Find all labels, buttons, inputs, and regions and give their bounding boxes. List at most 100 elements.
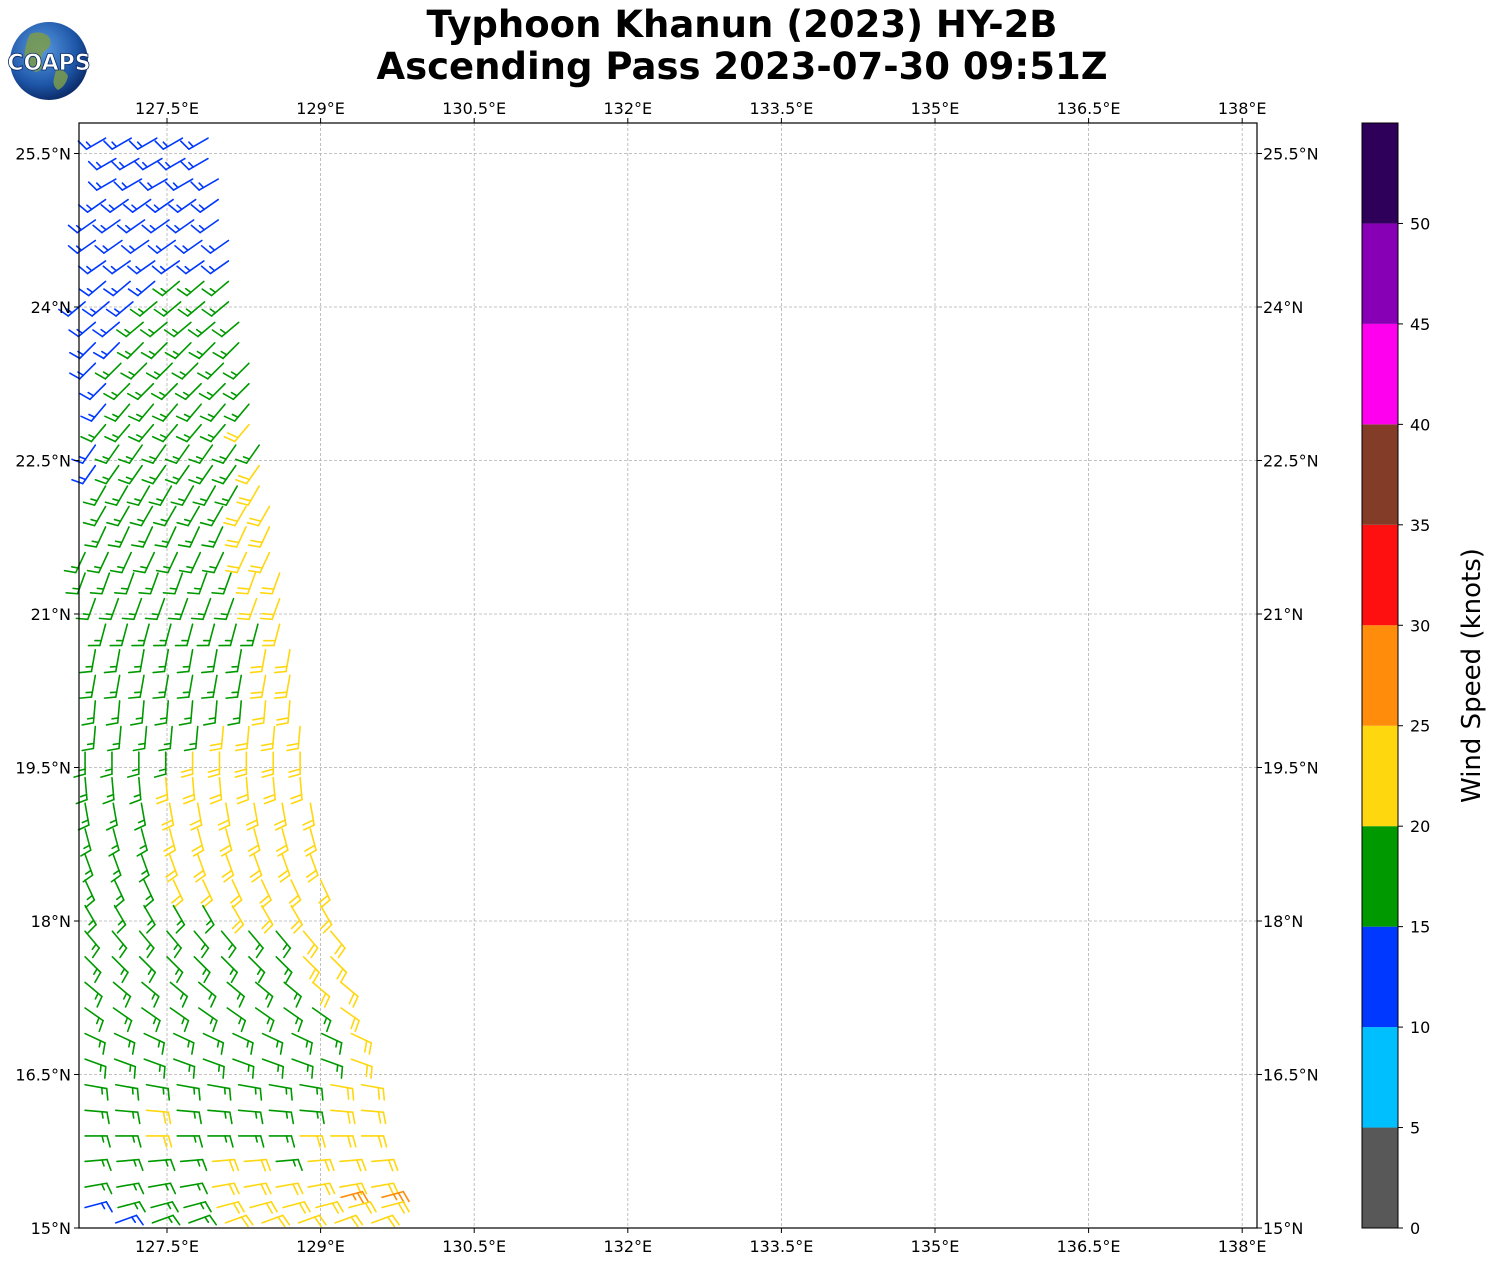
wind-barb xyxy=(192,485,217,506)
wind-barb xyxy=(117,444,143,464)
wind-barb xyxy=(116,321,144,338)
wind-barb xyxy=(202,1032,225,1055)
wind-barb xyxy=(84,981,103,1008)
wind-barb xyxy=(89,572,111,595)
wind-barb xyxy=(128,423,155,443)
wind-barb xyxy=(243,1158,272,1172)
wind-barb xyxy=(176,1109,202,1125)
axis-ticks: 127.5°E 127.5°E 129°E 129°E 130.5°E 130.5°E 13… xyxy=(15,99,1318,1256)
lat-tick-label-right: 19.5°N xyxy=(1263,759,1319,778)
wind-barb xyxy=(79,649,97,674)
wind-barb xyxy=(222,362,250,380)
wind-barb xyxy=(193,853,207,883)
wind-barb xyxy=(169,981,189,1008)
wind-barb xyxy=(148,485,173,506)
wind-barb xyxy=(156,157,186,171)
wind-barb xyxy=(248,956,266,984)
wind-barb xyxy=(370,1158,399,1172)
wind-barb xyxy=(225,674,243,699)
wind-barb xyxy=(291,1058,314,1079)
wind-barb xyxy=(71,444,97,464)
wind-barb xyxy=(161,802,175,831)
wind-barb xyxy=(104,485,129,506)
wind-barb xyxy=(340,1007,360,1033)
wind-barb xyxy=(113,178,143,191)
wind-barb xyxy=(94,444,120,464)
wind-barb xyxy=(227,700,243,726)
wind-barb xyxy=(232,1032,254,1055)
wind-barb xyxy=(320,1032,343,1055)
map-title: Typhoon Khanun (2023) HY-2B Ascending Pa… xyxy=(0,4,1484,88)
wind-barb xyxy=(259,572,281,595)
wind-barb xyxy=(225,551,248,574)
wind-barb xyxy=(163,321,192,338)
wind-barb xyxy=(268,1135,296,1148)
wind-barb xyxy=(113,879,125,909)
wind-barb xyxy=(115,1135,142,1148)
wind-barb xyxy=(127,382,155,401)
wind-barb xyxy=(164,444,190,464)
wind-barb xyxy=(254,1007,275,1033)
wind-barb xyxy=(237,1135,265,1148)
wind-barb xyxy=(167,597,189,621)
wind-barb xyxy=(87,623,107,647)
wind-barb xyxy=(340,1190,369,1204)
wind-barb xyxy=(268,1083,293,1101)
wind-barb xyxy=(275,1182,304,1196)
wind-barb xyxy=(330,1083,355,1101)
lat-tick-label-right: 21°N xyxy=(1263,605,1303,624)
wind-barb xyxy=(171,879,184,909)
wind-barb xyxy=(105,700,121,726)
wind-barb xyxy=(79,674,97,699)
title-line-2: Ascending Pass 2023-07-30 09:51Z xyxy=(376,45,1108,88)
wind-barb xyxy=(268,1109,295,1125)
wind-barb xyxy=(226,981,245,1008)
wind-barb xyxy=(198,382,226,401)
wind-barb xyxy=(68,321,97,338)
wind-barb xyxy=(286,725,301,752)
colorbar-tick-label: 15 xyxy=(1410,918,1430,937)
wind-barb xyxy=(82,505,107,527)
wind-barb xyxy=(246,505,271,527)
wind-barb xyxy=(136,828,148,857)
wind-barb xyxy=(123,198,152,213)
wind-barb xyxy=(275,956,293,984)
wind-barb xyxy=(109,623,129,647)
lat-tick-label-left: 24°N xyxy=(31,298,71,317)
wind-barb xyxy=(176,1083,201,1101)
lon-tick-label-bottom: 129°E xyxy=(296,1237,345,1256)
logo-text: COAPS xyxy=(8,51,90,76)
wind-barb xyxy=(71,464,97,485)
wind-barb xyxy=(152,674,170,699)
lon-tick-label-bottom: 132°E xyxy=(603,1237,652,1256)
wind-barb xyxy=(247,828,261,857)
wind-barb xyxy=(94,362,122,380)
wind-barb xyxy=(120,362,148,380)
wind-barb xyxy=(107,526,130,548)
wind-barb xyxy=(170,485,195,506)
wind-barb xyxy=(370,1182,400,1196)
wind-barb xyxy=(273,649,291,674)
wind-barb xyxy=(113,1058,137,1079)
wind-barb xyxy=(190,597,212,621)
wind-barb xyxy=(234,751,248,778)
wind-barb xyxy=(320,1058,344,1079)
wind-barb xyxy=(86,551,109,574)
wind-barb xyxy=(84,1058,107,1079)
wind-barb xyxy=(219,828,233,857)
wind-barb xyxy=(153,301,182,317)
wind-barb xyxy=(87,157,117,171)
wind-barb xyxy=(202,904,215,934)
wind-barb xyxy=(190,198,219,213)
wind-barb xyxy=(174,623,194,647)
wind-barb xyxy=(319,904,333,934)
wind-barb xyxy=(126,485,151,506)
lon-tick-label-top: 136.5°E xyxy=(1057,99,1121,118)
wind-barb xyxy=(237,1083,263,1101)
colorbar-tick-label: 35 xyxy=(1410,516,1430,535)
wind-barb xyxy=(178,700,194,726)
wind-barb xyxy=(75,597,97,621)
wind-barb xyxy=(260,904,274,934)
wind-barb xyxy=(188,444,214,464)
wind-barb xyxy=(209,776,223,805)
